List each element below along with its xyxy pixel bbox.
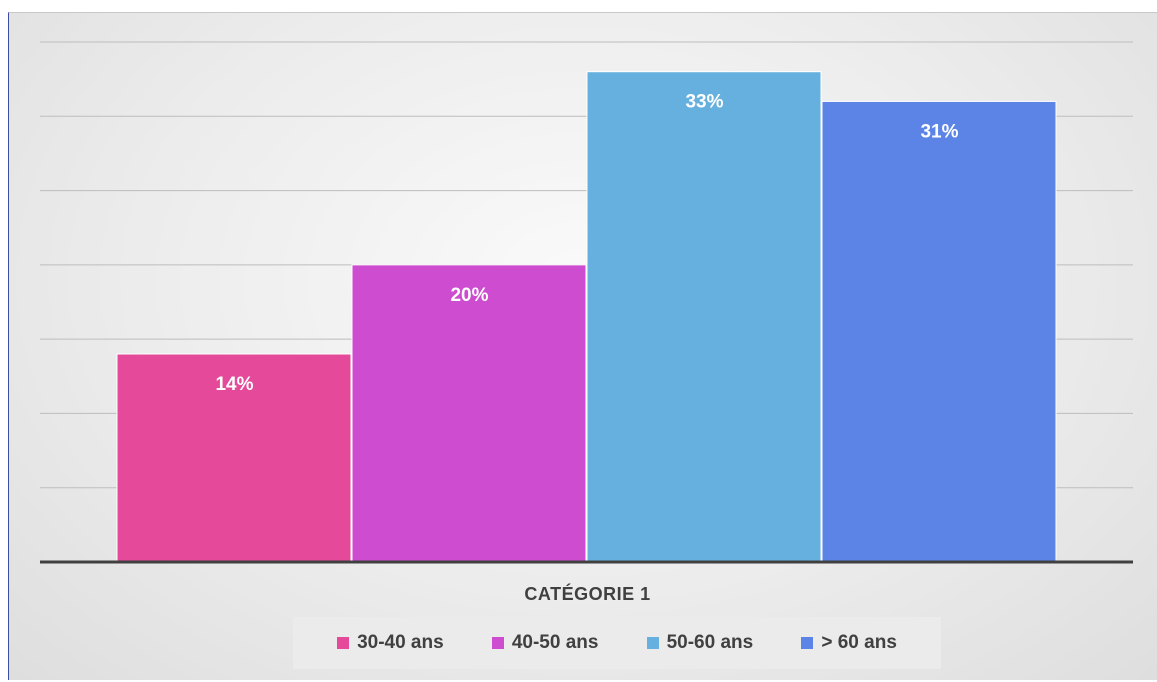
- legend-swatch-icon: [337, 637, 350, 649]
- legend-swatch-icon: [646, 637, 659, 649]
- data-label: 14%: [215, 374, 253, 395]
- legend-item-40-50[interactable]: 40-50 ans: [491, 632, 599, 654]
- bar[interactable]: [586, 71, 822, 563]
- bar[interactable]: [351, 264, 587, 563]
- legend-item-30-40[interactable]: 30-40 ans: [337, 632, 444, 654]
- data-label: 20%: [450, 285, 488, 306]
- legend: 30-40 ans 40-50 ans 50-60 ans > 60 ans: [293, 617, 941, 669]
- data-label: 31%: [920, 121, 958, 142]
- legend-item-over-60[interactable]: > 60 ans: [801, 632, 897, 654]
- legend-label: 40-50 ans: [511, 632, 599, 653]
- legend-label: 50-60 ans: [666, 632, 754, 653]
- category-label: CATÉGORIE 1: [524, 583, 650, 604]
- legend-label: > 60 ans: [821, 632, 897, 653]
- bars: 14% 20% 33% 31%: [116, 71, 1057, 563]
- legend-label: 30-40 ans: [357, 632, 444, 653]
- data-label: 33%: [685, 92, 723, 113]
- legend-item-50-60[interactable]: 50-60 ans: [646, 632, 754, 654]
- bar[interactable]: [116, 353, 352, 563]
- legend-swatch-icon: [491, 637, 504, 649]
- bar[interactable]: [821, 100, 1057, 563]
- legend-swatch-icon: [801, 637, 814, 649]
